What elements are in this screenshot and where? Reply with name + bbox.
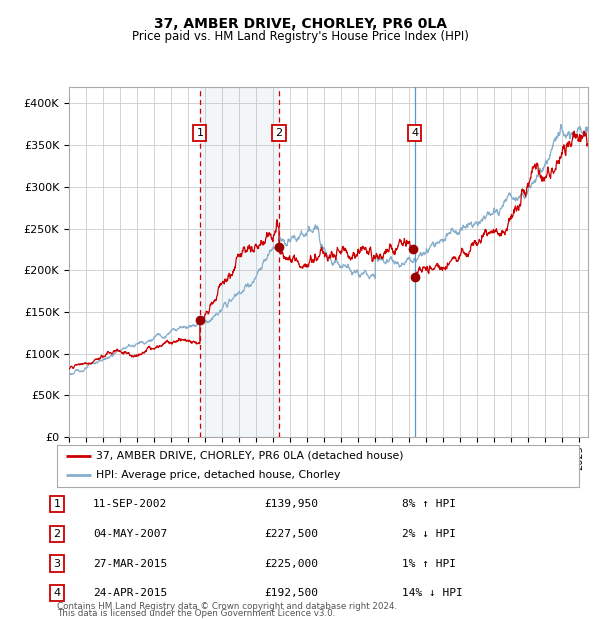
Text: 24-APR-2015: 24-APR-2015	[93, 588, 167, 598]
Text: 37, AMBER DRIVE, CHORLEY, PR6 0LA: 37, AMBER DRIVE, CHORLEY, PR6 0LA	[154, 17, 446, 32]
Text: Price paid vs. HM Land Registry's House Price Index (HPI): Price paid vs. HM Land Registry's House …	[131, 30, 469, 43]
Text: Contains HM Land Registry data © Crown copyright and database right 2024.: Contains HM Land Registry data © Crown c…	[57, 602, 397, 611]
Text: HPI: Average price, detached house, Chorley: HPI: Average price, detached house, Chor…	[96, 471, 341, 480]
Text: 3: 3	[53, 559, 61, 569]
Text: 14% ↓ HPI: 14% ↓ HPI	[402, 588, 463, 598]
Bar	[200, 87, 279, 437]
Text: 8% ↑ HPI: 8% ↑ HPI	[402, 499, 456, 509]
Text: £227,500: £227,500	[264, 529, 318, 539]
Text: 1: 1	[53, 499, 61, 509]
Text: £139,950: £139,950	[264, 499, 318, 509]
Text: This data is licensed under the Open Government Licence v3.0.: This data is licensed under the Open Gov…	[57, 609, 335, 618]
Text: 4: 4	[411, 128, 418, 138]
Text: 04-MAY-2007: 04-MAY-2007	[93, 529, 167, 539]
Text: 11-SEP-2002: 11-SEP-2002	[93, 499, 167, 509]
Text: 27-MAR-2015: 27-MAR-2015	[93, 559, 167, 569]
Text: 2: 2	[53, 529, 61, 539]
Text: 1% ↑ HPI: 1% ↑ HPI	[402, 559, 456, 569]
Text: 4: 4	[53, 588, 61, 598]
Text: £225,000: £225,000	[264, 559, 318, 569]
Text: £192,500: £192,500	[264, 588, 318, 598]
Text: 1: 1	[196, 128, 203, 138]
Text: 2: 2	[275, 128, 283, 138]
Text: 37, AMBER DRIVE, CHORLEY, PR6 0LA (detached house): 37, AMBER DRIVE, CHORLEY, PR6 0LA (detac…	[96, 451, 404, 461]
Text: 2% ↓ HPI: 2% ↓ HPI	[402, 529, 456, 539]
